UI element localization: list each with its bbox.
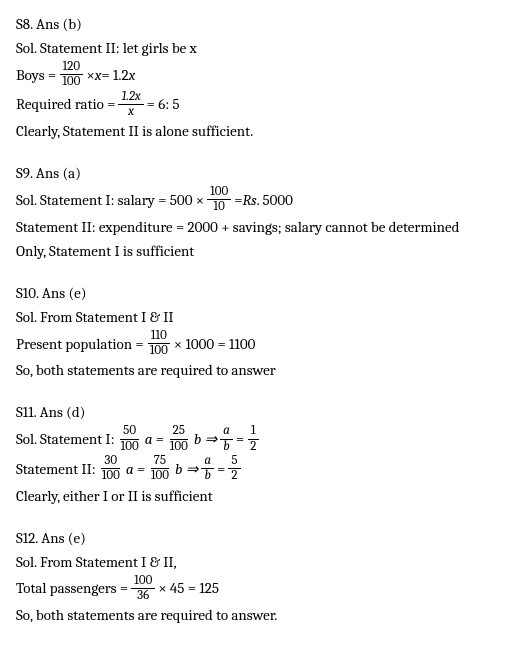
text: =	[234, 188, 242, 212]
denominator: 10	[210, 200, 227, 214]
fraction: a b	[201, 454, 214, 484]
s9-line2: Statement II: expenditure = 2000 + savin…	[16, 215, 499, 239]
fraction: 110 100	[147, 329, 171, 359]
denominator: 2	[228, 469, 240, 483]
denominator: x	[125, 105, 137, 119]
denominator: 100	[148, 469, 172, 483]
s11-line3: Clearly, either I or II is sufficient	[16, 484, 499, 508]
s10-line2: Present population = 110 100 × 1000 = 11…	[16, 329, 499, 359]
solution-s9: S9. Ans (a) Sol. Statement I: salary = 5…	[16, 161, 499, 263]
denominator: 100	[59, 75, 83, 89]
fraction: a b	[220, 424, 233, 454]
variable-x: x	[95, 63, 102, 87]
currency-rs: Rs	[243, 188, 257, 212]
denominator: 2	[247, 440, 259, 454]
fraction: 30 100	[99, 454, 123, 484]
numerator: 5	[228, 454, 240, 469]
numerator: 110	[148, 329, 170, 344]
solution-s8: S8. Ans (b) Sol. Statement II: let girls…	[16, 12, 499, 143]
s8-heading: S8. Ans (b)	[16, 12, 499, 36]
numerator: 1	[248, 424, 259, 439]
text: Total passengers =	[16, 576, 128, 600]
numerator: 75	[151, 454, 169, 469]
s9-line3: Only, Statement I is sufficient	[16, 239, 499, 263]
denominator: 100	[167, 440, 191, 454]
fraction: 75 100	[148, 454, 172, 484]
numerator: 1.2x	[118, 90, 143, 105]
fraction: 25 100	[167, 424, 191, 454]
numerator: 100	[131, 574, 155, 589]
s10-line1: Sol. From Statement I & II	[16, 305, 499, 329]
s12-line3: So, both statements are required to answ…	[16, 603, 499, 627]
solution-s11: S11. Ans (d) Sol. Statement I: 50 100 a …	[16, 400, 499, 507]
fraction: 1 2	[247, 424, 259, 454]
s8-line2: Boys = 120 100 × x = 1.2 x	[16, 60, 499, 90]
text: Boys =	[16, 63, 56, 87]
denominator: 100	[118, 440, 142, 454]
numerator: 100	[207, 185, 231, 200]
denominator: 36	[134, 589, 152, 603]
text: =	[217, 457, 225, 481]
s12-line2: Total passengers = 100 36 × 45 = 125	[16, 574, 499, 604]
text: ×	[86, 63, 94, 87]
solution-s10: S10. Ans (e) Sol. From Statement I & II …	[16, 281, 499, 383]
text: = 6: 5	[147, 92, 180, 116]
numerator: 50	[120, 424, 139, 439]
solution-s12: S12. Ans (e) Sol. From Statement I & II,…	[16, 526, 499, 628]
s9-line1: Sol. Statement I: salary = 500 × 100 10 …	[16, 185, 499, 215]
text: Sol. Statement I: salary = 500 ×	[16, 188, 204, 212]
s12-heading: S12. Ans (e)	[16, 526, 499, 550]
fraction: 5 2	[228, 454, 240, 484]
denominator: b	[201, 469, 213, 483]
text: a =	[126, 457, 145, 481]
denominator: b	[220, 440, 232, 454]
denominator: 100	[99, 469, 123, 483]
text: b ⇒	[175, 457, 198, 481]
s11-line2: Statement II: 30 100 a = 75 100 b ⇒ a b …	[16, 454, 499, 484]
fraction: 120 100	[59, 60, 83, 90]
s8-line4: Clearly, Statement II is alone sufficien…	[16, 119, 499, 143]
s9-heading: S9. Ans (a)	[16, 161, 499, 185]
text: Required ratio =	[16, 92, 115, 116]
numerator: 25	[170, 424, 188, 439]
numerator: a	[220, 424, 233, 439]
text: × 45 = 125	[158, 576, 219, 600]
text: × 1000 = 1100	[174, 332, 256, 356]
s10-line3: So, both statements are required to answ…	[16, 358, 499, 382]
numerator: a	[201, 454, 214, 469]
text: = 1.2	[101, 63, 128, 87]
numerator: 120	[60, 60, 84, 75]
fraction: 100 10	[207, 185, 231, 215]
text: . 5000	[257, 188, 293, 212]
s11-line1: Sol. Statement I: 50 100 a = 25 100 b ⇒ …	[16, 424, 499, 454]
s10-heading: S10. Ans (e)	[16, 281, 499, 305]
fraction: 100 36	[131, 574, 155, 604]
variable-x: x	[129, 63, 136, 87]
text: Present population =	[16, 332, 144, 356]
s8-line1: Sol. Statement II: let girls be x	[16, 36, 499, 60]
text: Sol. Statement I:	[16, 427, 115, 451]
s11-heading: S11. Ans (d)	[16, 400, 499, 424]
s12-line1: Sol. From Statement I & II,	[16, 550, 499, 574]
denominator: 100	[147, 344, 171, 358]
fraction: 50 100	[118, 424, 142, 454]
numerator: 30	[101, 454, 120, 469]
text: b ⇒	[194, 427, 217, 451]
text: Statement II:	[16, 457, 96, 481]
fraction: 1.2x x	[118, 90, 143, 120]
text: a =	[145, 427, 164, 451]
text: =	[236, 427, 244, 451]
s8-line3: Required ratio = 1.2x x = 6: 5	[16, 90, 499, 120]
